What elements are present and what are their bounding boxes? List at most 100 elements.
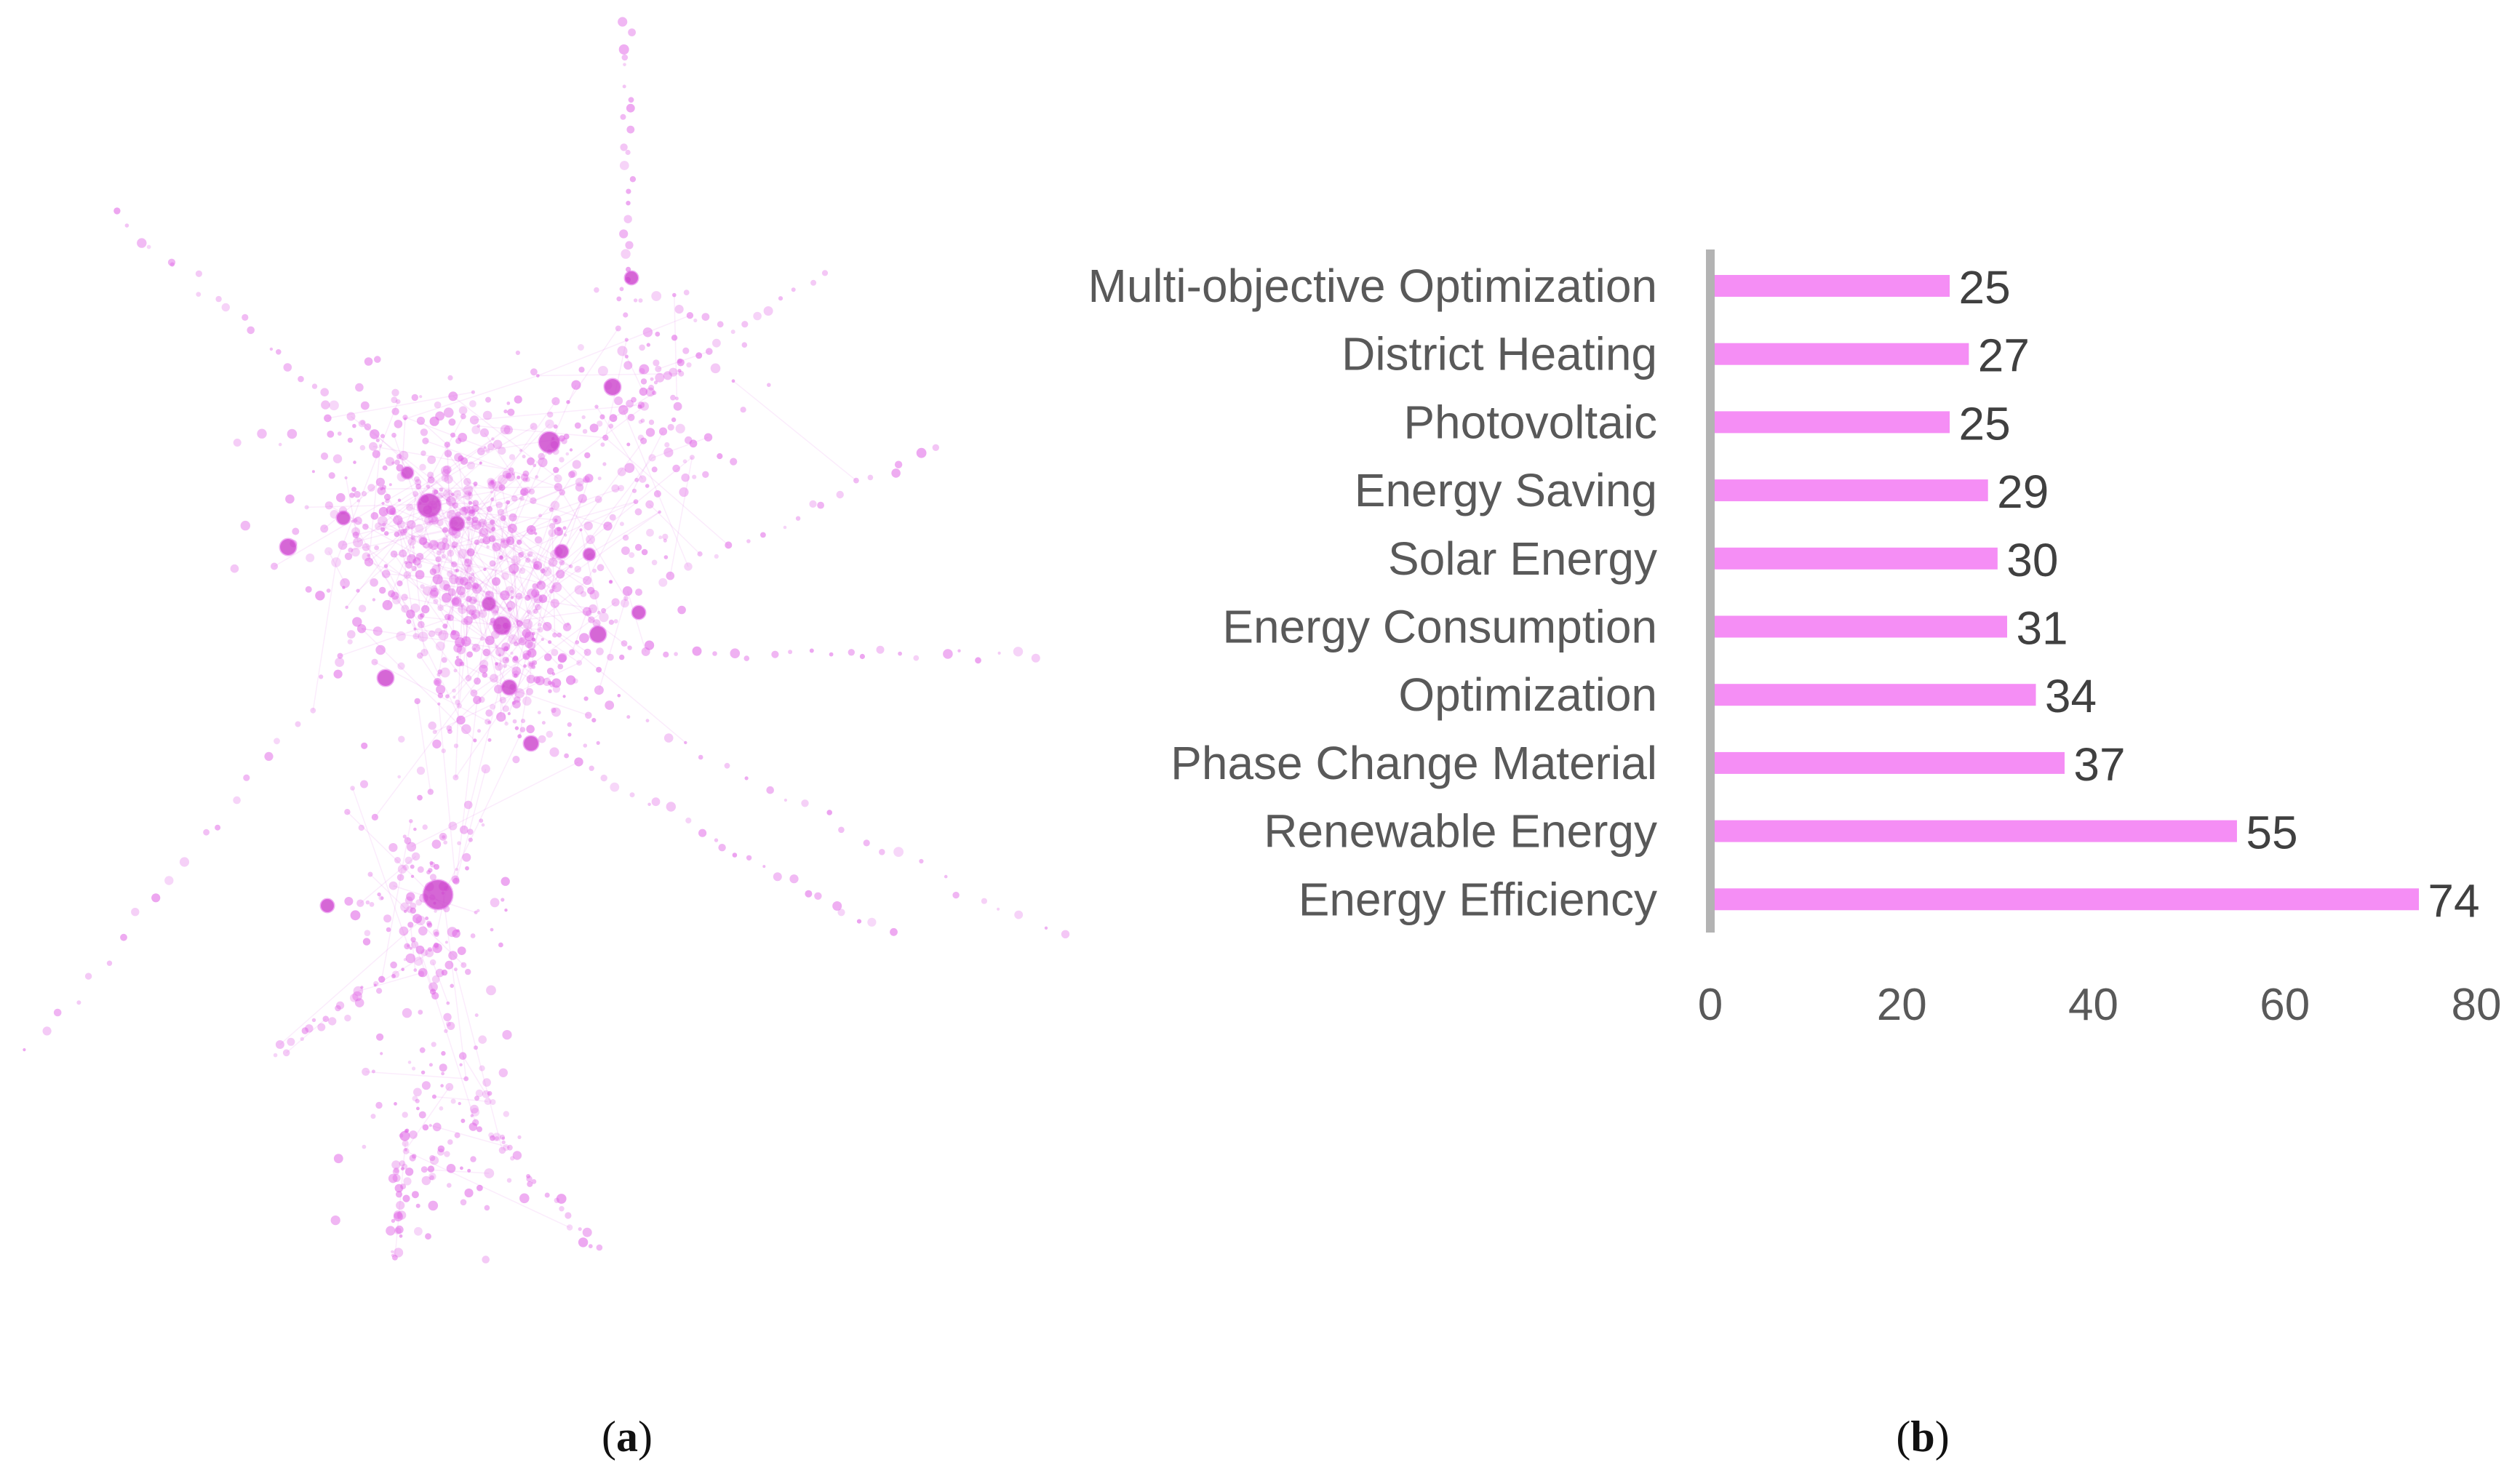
network-node	[399, 549, 407, 558]
network-node	[511, 495, 518, 502]
network-node	[492, 542, 501, 552]
network-node	[482, 1090, 490, 1098]
network-node	[482, 536, 491, 545]
network-node	[682, 459, 687, 463]
network-node	[382, 522, 386, 527]
network-node	[552, 685, 561, 693]
network-node	[445, 1021, 451, 1027]
bar	[1715, 547, 1998, 570]
network-node	[195, 270, 202, 277]
network-node	[23, 1048, 26, 1052]
network-node	[510, 651, 514, 655]
network-hub-node	[501, 679, 518, 696]
network-node	[545, 419, 554, 429]
network-node	[383, 914, 392, 923]
network-node	[501, 877, 510, 886]
network-node	[439, 548, 445, 554]
network-node	[509, 467, 514, 473]
network-node	[497, 474, 508, 485]
network-hub-node	[631, 604, 647, 620]
network-node	[519, 1193, 530, 1204]
network-node	[398, 735, 405, 743]
network-node	[467, 461, 475, 470]
network-node	[416, 1106, 420, 1111]
network-node	[395, 1191, 403, 1198]
network-node	[419, 395, 423, 399]
network-edge	[405, 1150, 570, 1229]
network-edges	[274, 295, 857, 1258]
network-node	[196, 292, 202, 297]
network-node	[538, 735, 546, 743]
network-node	[428, 868, 433, 873]
network-node	[418, 967, 428, 978]
network-node	[442, 623, 448, 629]
network-node	[381, 570, 391, 578]
network-node	[867, 917, 877, 927]
network-node	[622, 535, 629, 541]
network-node	[485, 709, 493, 717]
category-label: Photovoltaic	[1403, 396, 1657, 448]
network-node	[497, 508, 505, 516]
network-node	[396, 874, 404, 881]
network-node	[120, 933, 127, 941]
network-node	[416, 562, 423, 569]
network-node	[548, 640, 552, 644]
network-node	[623, 596, 629, 601]
network-node	[485, 591, 491, 596]
network-node	[468, 837, 473, 842]
network-node	[417, 794, 423, 801]
network-node	[278, 442, 282, 447]
network-hub-node	[319, 898, 335, 914]
network-node	[581, 415, 586, 420]
network-edge	[405, 1086, 450, 1151]
network-node	[415, 479, 422, 486]
network-node	[401, 967, 404, 971]
network-node	[503, 1111, 509, 1117]
network-node	[394, 1167, 399, 1173]
network-node	[413, 827, 417, 831]
network-node	[467, 506, 475, 514]
network-edge	[306, 502, 476, 508]
network-node	[401, 604, 410, 613]
network-node	[355, 383, 364, 392]
network-node	[471, 390, 476, 394]
network-node	[666, 802, 676, 812]
network-node	[399, 1130, 410, 1141]
network-node	[392, 1255, 398, 1261]
network-node	[648, 454, 656, 462]
network-node	[411, 1191, 419, 1199]
network-node	[432, 739, 442, 749]
network-node	[400, 902, 410, 912]
network-node	[447, 549, 455, 557]
network-node	[390, 550, 398, 558]
network-node	[944, 874, 948, 879]
network-node	[981, 898, 987, 904]
network-node	[677, 605, 686, 615]
network-node	[392, 596, 401, 604]
network-edge	[531, 500, 637, 532]
network-node	[615, 325, 621, 332]
network-node	[452, 597, 460, 605]
network-node	[491, 577, 501, 586]
network-node	[428, 1124, 432, 1127]
network-node	[588, 616, 595, 623]
network-node	[374, 545, 379, 551]
network-edge	[416, 700, 431, 792]
network-node	[460, 1118, 466, 1123]
network-node	[557, 652, 567, 663]
network-edge	[286, 1018, 327, 1053]
network-node	[503, 409, 508, 414]
network-node	[609, 514, 616, 521]
network-node	[386, 927, 391, 933]
network-node	[445, 694, 450, 699]
network-node	[814, 892, 822, 901]
network-node	[522, 696, 532, 706]
network-node	[337, 431, 342, 436]
network-node	[505, 586, 515, 596]
network-node	[516, 620, 523, 627]
network-node	[771, 650, 779, 658]
network-node	[666, 571, 675, 580]
network-node	[651, 466, 658, 473]
data-label: 31	[2016, 602, 2068, 655]
network-node	[613, 619, 618, 624]
